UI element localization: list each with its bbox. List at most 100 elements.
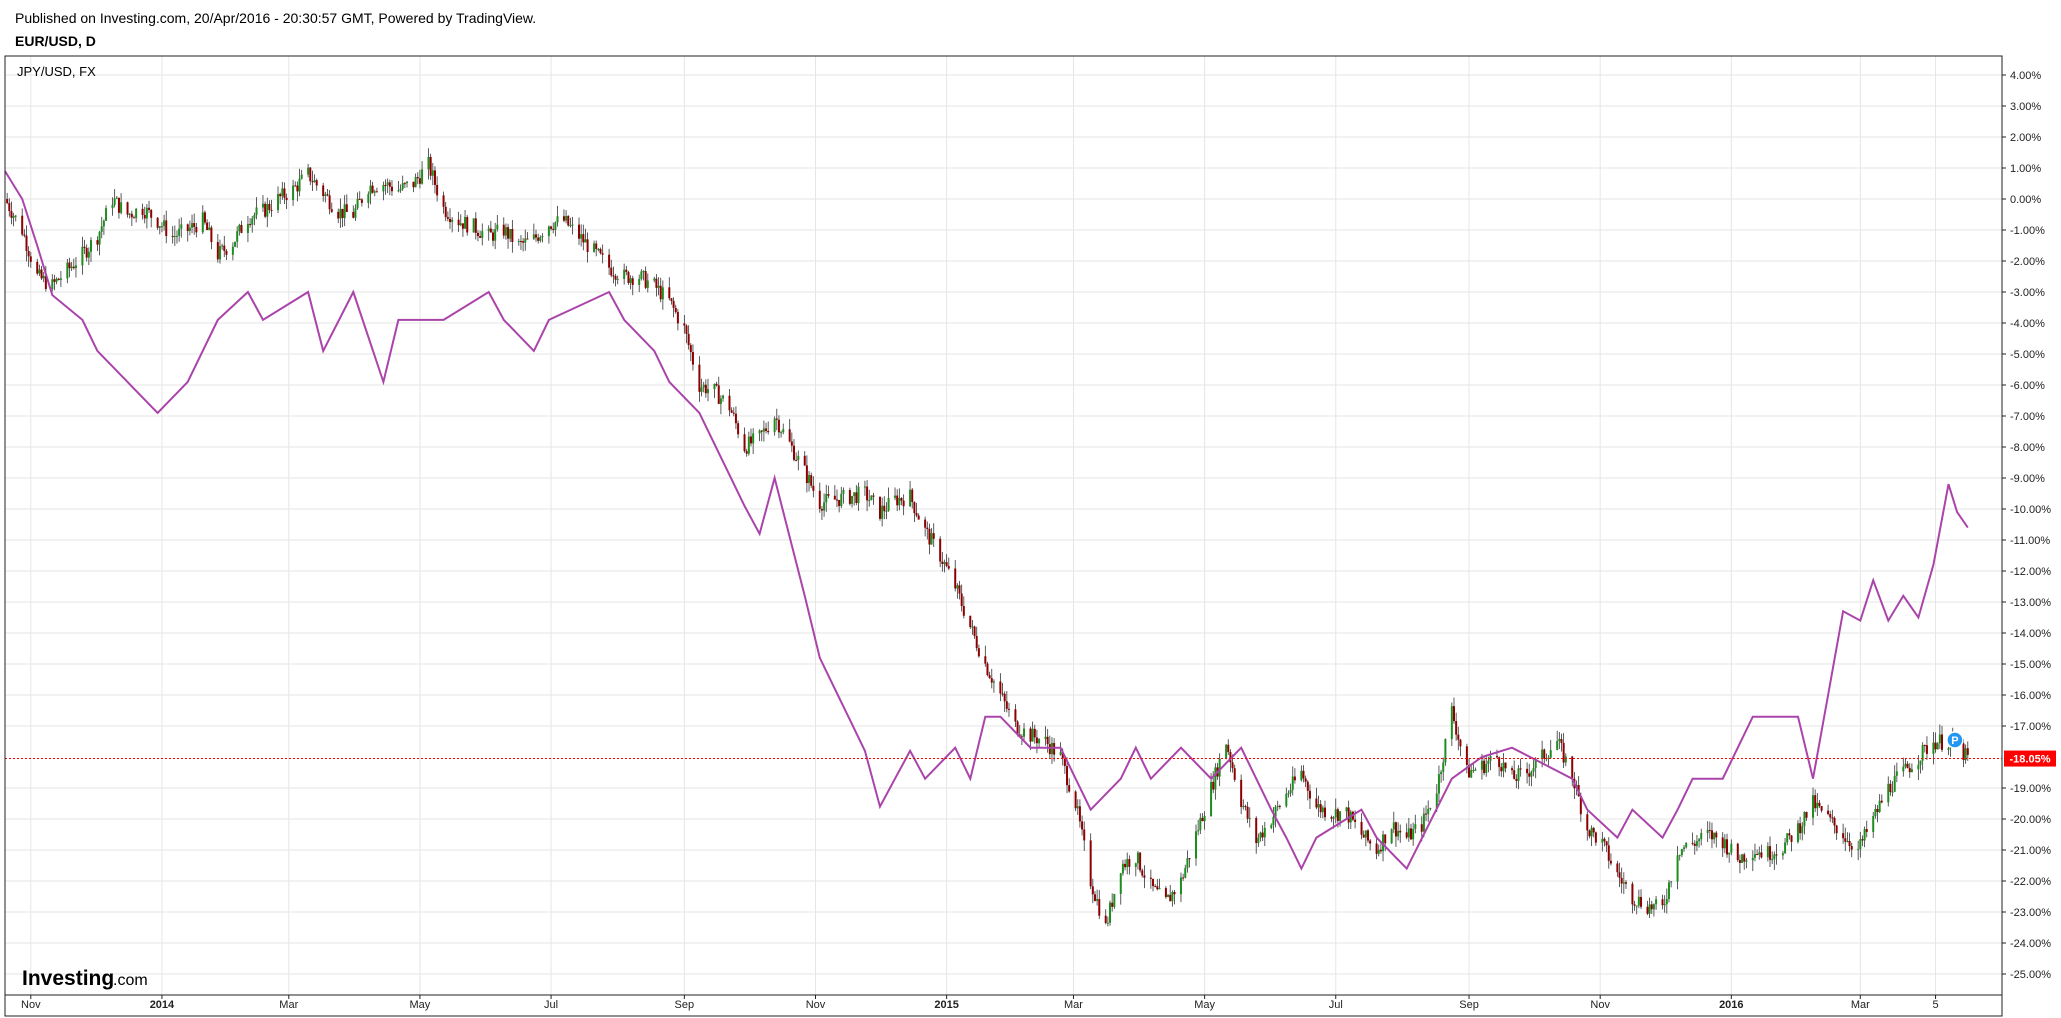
candle-body: [1833, 817, 1836, 826]
candle-body: [1033, 728, 1036, 738]
candle-body: [900, 497, 903, 501]
candle-body: [249, 223, 252, 225]
candle-body: [535, 234, 538, 238]
candle-body: [1203, 815, 1206, 822]
candle-body: [1594, 832, 1597, 843]
candle-body: [1925, 745, 1928, 754]
candle-body: [685, 325, 688, 334]
candle-body: [1513, 770, 1516, 780]
candle-body: [853, 492, 856, 496]
candle-body: [360, 199, 363, 203]
candle-body: [369, 185, 372, 195]
y-tick-label: -21.00%: [2010, 845, 2051, 857]
candle-body: [1369, 840, 1372, 844]
candle-body: [145, 207, 148, 219]
candle-body: [902, 500, 905, 507]
y-tick-label: -17.00%: [2010, 721, 2051, 733]
candle-body: [328, 195, 331, 210]
candle-body: [1231, 762, 1234, 769]
candle-body: [1941, 734, 1944, 750]
y-tick-label: -11.00%: [2010, 535, 2050, 547]
candle-body: [775, 418, 778, 420]
y-tick-label: -22.00%: [2010, 876, 2051, 888]
candle-body: [1517, 768, 1520, 781]
candle-body: [646, 280, 649, 288]
candle-body: [1427, 808, 1430, 815]
candle-body: [1556, 740, 1559, 751]
candle-body: [1156, 886, 1159, 890]
candle-body: [414, 177, 417, 188]
candle-body: [1835, 825, 1838, 834]
candle-body: [1474, 769, 1477, 771]
candle-body: [1586, 814, 1589, 831]
candle-body: [1397, 830, 1400, 837]
candle-body: [102, 220, 105, 227]
candle-body: [165, 220, 168, 237]
candle-body: [1842, 833, 1845, 839]
candle-body: [1872, 816, 1875, 832]
candle-body: [943, 562, 946, 564]
candle-body: [1515, 779, 1518, 781]
candle-body: [57, 278, 60, 281]
candle-body: [175, 235, 178, 237]
candle-body: [1622, 882, 1625, 884]
candle-body: [1528, 773, 1531, 777]
candle-body: [777, 419, 780, 433]
candle-body: [947, 566, 950, 569]
candle-body: [1934, 742, 1937, 750]
candle-body: [492, 232, 495, 241]
candle-body: [1143, 875, 1146, 878]
candle-body: [517, 241, 520, 243]
candle-body: [962, 606, 965, 616]
candle-body: [111, 204, 114, 209]
candle-body: [913, 502, 916, 514]
candle-body: [722, 395, 725, 399]
candle-body: [795, 459, 798, 461]
candle-body: [1124, 863, 1127, 868]
candle-body: [1399, 830, 1402, 833]
candle-body: [734, 413, 737, 424]
candle-body: [1302, 770, 1305, 779]
candle-body: [1240, 779, 1243, 807]
candle-body: [823, 502, 826, 511]
candle-body: [12, 216, 15, 218]
candle-body: [371, 185, 374, 193]
candle-body: [1676, 855, 1679, 882]
candle-body: [1407, 828, 1410, 838]
candle-body: [1375, 843, 1378, 854]
candle-body: [8, 203, 11, 212]
candle-body: [1771, 859, 1774, 861]
candle-body: [1919, 760, 1922, 765]
candle-body: [1829, 814, 1832, 818]
candle-body: [704, 384, 707, 394]
x-tick-label: Mar: [279, 999, 298, 1011]
candle-body: [939, 538, 942, 562]
candle-body: [1332, 817, 1335, 819]
candle-body: [1966, 748, 1969, 755]
candle-body: [352, 211, 355, 218]
candle-body: [616, 278, 619, 280]
candle-body: [339, 208, 342, 219]
candle-body: [1601, 838, 1604, 843]
candle-body: [657, 285, 660, 288]
candle-body: [578, 224, 581, 239]
candle-body: [1435, 793, 1438, 808]
candle-body: [451, 219, 454, 223]
y-tick-label: -7.00%: [2010, 411, 2045, 423]
candle-body: [10, 211, 13, 218]
candle-body: [1784, 842, 1787, 854]
candle-body: [915, 513, 918, 516]
candle-body: [1164, 888, 1167, 898]
candle-body: [917, 515, 920, 520]
candle-body: [268, 204, 271, 210]
candle-body: [924, 519, 927, 528]
candle-body: [1588, 830, 1591, 837]
candle-body: [1710, 830, 1713, 840]
candle-body: [1437, 774, 1440, 794]
candle-body: [1106, 922, 1109, 924]
candle-body: [1233, 768, 1236, 780]
candle-body: [762, 428, 765, 432]
candle-body: [330, 209, 333, 212]
candle-body: [1753, 854, 1756, 858]
